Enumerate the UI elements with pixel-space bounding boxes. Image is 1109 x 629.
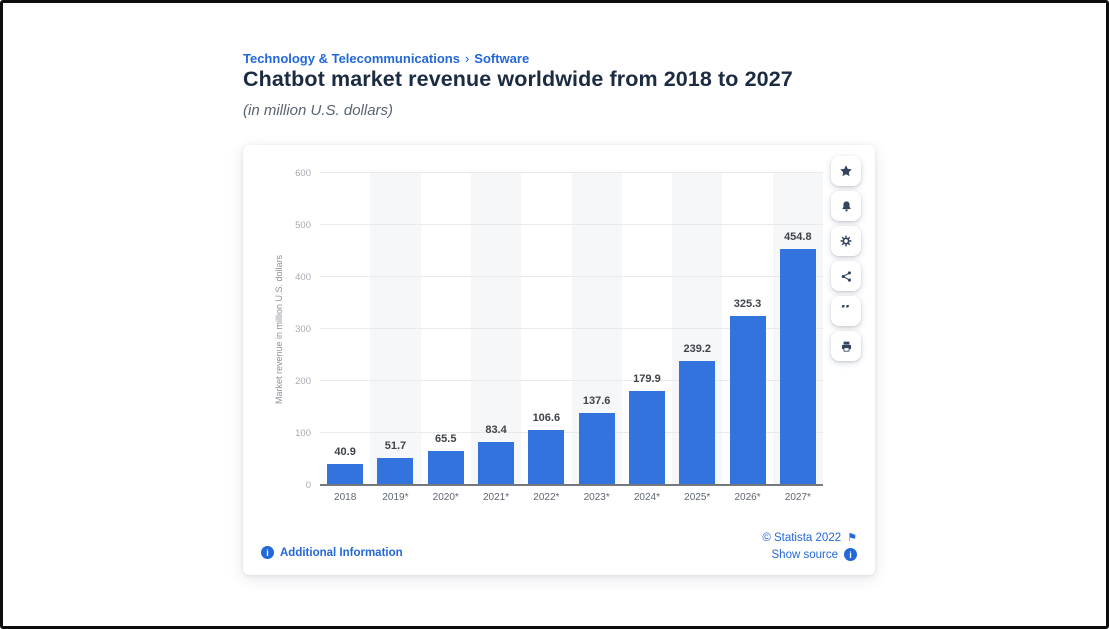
category-column: 83.4 2021* [470, 173, 522, 503]
bar-value-label: 106.6 [532, 411, 561, 424]
chart-card: Market revenue in million U.S. dollars 0… [243, 145, 875, 575]
quote-icon: “ [840, 305, 852, 317]
x-tick-label: 2018 [334, 492, 357, 503]
show-source-link[interactable]: Show source i [772, 548, 857, 561]
bar[interactable] [779, 248, 816, 485]
y-tick-label: 600 [295, 168, 311, 179]
page-subtitle: (in million U.S. dollars) [243, 102, 394, 119]
settings-button[interactable] [831, 226, 861, 256]
bar[interactable] [327, 463, 364, 485]
bell-icon [841, 200, 851, 211]
category-column: 65.5 2020* [421, 173, 471, 503]
bar[interactable] [377, 458, 414, 485]
gridline [320, 380, 823, 381]
category-column: 179.9 2024* [622, 173, 672, 503]
y-tick-label: 500 [295, 220, 311, 231]
star-icon [840, 165, 852, 177]
bar-value-label: 83.4 [485, 423, 507, 436]
info-icon: i [261, 546, 274, 559]
category-band [370, 173, 421, 485]
statista-copyright[interactable]: © Statista 2022 ⚑ [762, 531, 857, 544]
info-icon: i [844, 548, 857, 561]
category-column: 106.6 2022* [521, 173, 571, 503]
x-tick-label: 2022* [533, 492, 560, 503]
flag-icon: ⚑ [847, 531, 857, 544]
source-links: © Statista 2022 ⚑ Show source i [762, 531, 857, 561]
category-column: 239.2 2025* [672, 173, 723, 503]
bar-value-label: 65.5 [435, 432, 457, 445]
share-icon [841, 270, 851, 282]
x-tick-label: 2026* [734, 492, 761, 503]
category-column: 325.3 2026* [722, 173, 772, 503]
additional-information-link[interactable]: i Additional Information [261, 546, 403, 559]
additional-information-label: Additional Information [280, 546, 403, 559]
category-column: 51.7 2019* [370, 173, 421, 503]
breadcrumb-separator: › [464, 51, 470, 66]
bar[interactable] [628, 391, 665, 485]
breadcrumb: Technology & Telecommunications › Software [243, 51, 529, 66]
notifications-button[interactable] [831, 191, 861, 221]
gridline [320, 276, 823, 277]
y-tick-label: 200 [295, 376, 311, 388]
x-tick-label: 2027* [784, 492, 811, 503]
bar-value-label: 179.9 [633, 373, 661, 386]
bar-value-label: 454.8 [784, 230, 812, 243]
x-tick-label: 2020* [432, 492, 459, 503]
bar[interactable] [528, 429, 565, 485]
favorite-button[interactable] [831, 156, 861, 186]
x-tick-label: 2025* [684, 492, 711, 503]
breadcrumb-subcategory-link[interactable]: Software [474, 51, 530, 66]
bar[interactable] [478, 441, 515, 485]
bar-value-label: 40.9 [334, 445, 356, 458]
bar-value-label: 239.2 [683, 342, 711, 355]
printer-icon [841, 341, 851, 352]
copyright-text: © Statista 2022 [762, 531, 842, 544]
bar[interactable] [427, 450, 464, 485]
bar-value-label: 51.7 [384, 440, 407, 453]
bar[interactable] [729, 315, 766, 485]
category-column: 40.9 2018 [320, 173, 370, 503]
show-source-label: Show source [771, 548, 838, 561]
gridline [320, 172, 823, 173]
y-tick-label: 300 [295, 324, 311, 335]
x-axis-line [320, 484, 823, 486]
bar-value-label: 137.6 [582, 395, 611, 408]
gridline [320, 328, 823, 329]
bar[interactable] [679, 360, 716, 485]
category-column: 454.8 2027* [772, 173, 823, 503]
plot-area: 0 100 200 300 400 500 600 40.9 2018 51.7 2019* 65.5… [295, 168, 823, 503]
category-column: 137.6 2023* [571, 173, 622, 503]
y-tick-label: 100 [295, 428, 311, 440]
x-tick-label: 2019* [382, 492, 409, 503]
y-axis-title: Market revenue in million U.S. dollars [274, 254, 284, 404]
x-tick-label: 2023* [583, 492, 610, 503]
y-tick-label: 0 [305, 480, 311, 491]
page-title: Chatbot market revenue worldwide from 20… [243, 67, 793, 91]
cite-button[interactable]: “ [831, 296, 861, 326]
bar[interactable] [578, 413, 615, 485]
x-tick-label: 2024* [633, 492, 661, 503]
category-band [470, 173, 522, 485]
print-button[interactable] [831, 331, 861, 361]
breadcrumb-category-link[interactable]: Technology & Telecommunications [243, 51, 460, 66]
chart-toolbar: “ [831, 156, 861, 361]
y-tick-label: 400 [295, 272, 311, 284]
gridline [320, 224, 823, 225]
share-button[interactable] [831, 261, 861, 291]
gear-icon [840, 235, 852, 247]
x-tick-label: 2021* [482, 492, 510, 503]
gridline [320, 432, 823, 433]
bar-value-label: 325.3 [733, 297, 762, 310]
